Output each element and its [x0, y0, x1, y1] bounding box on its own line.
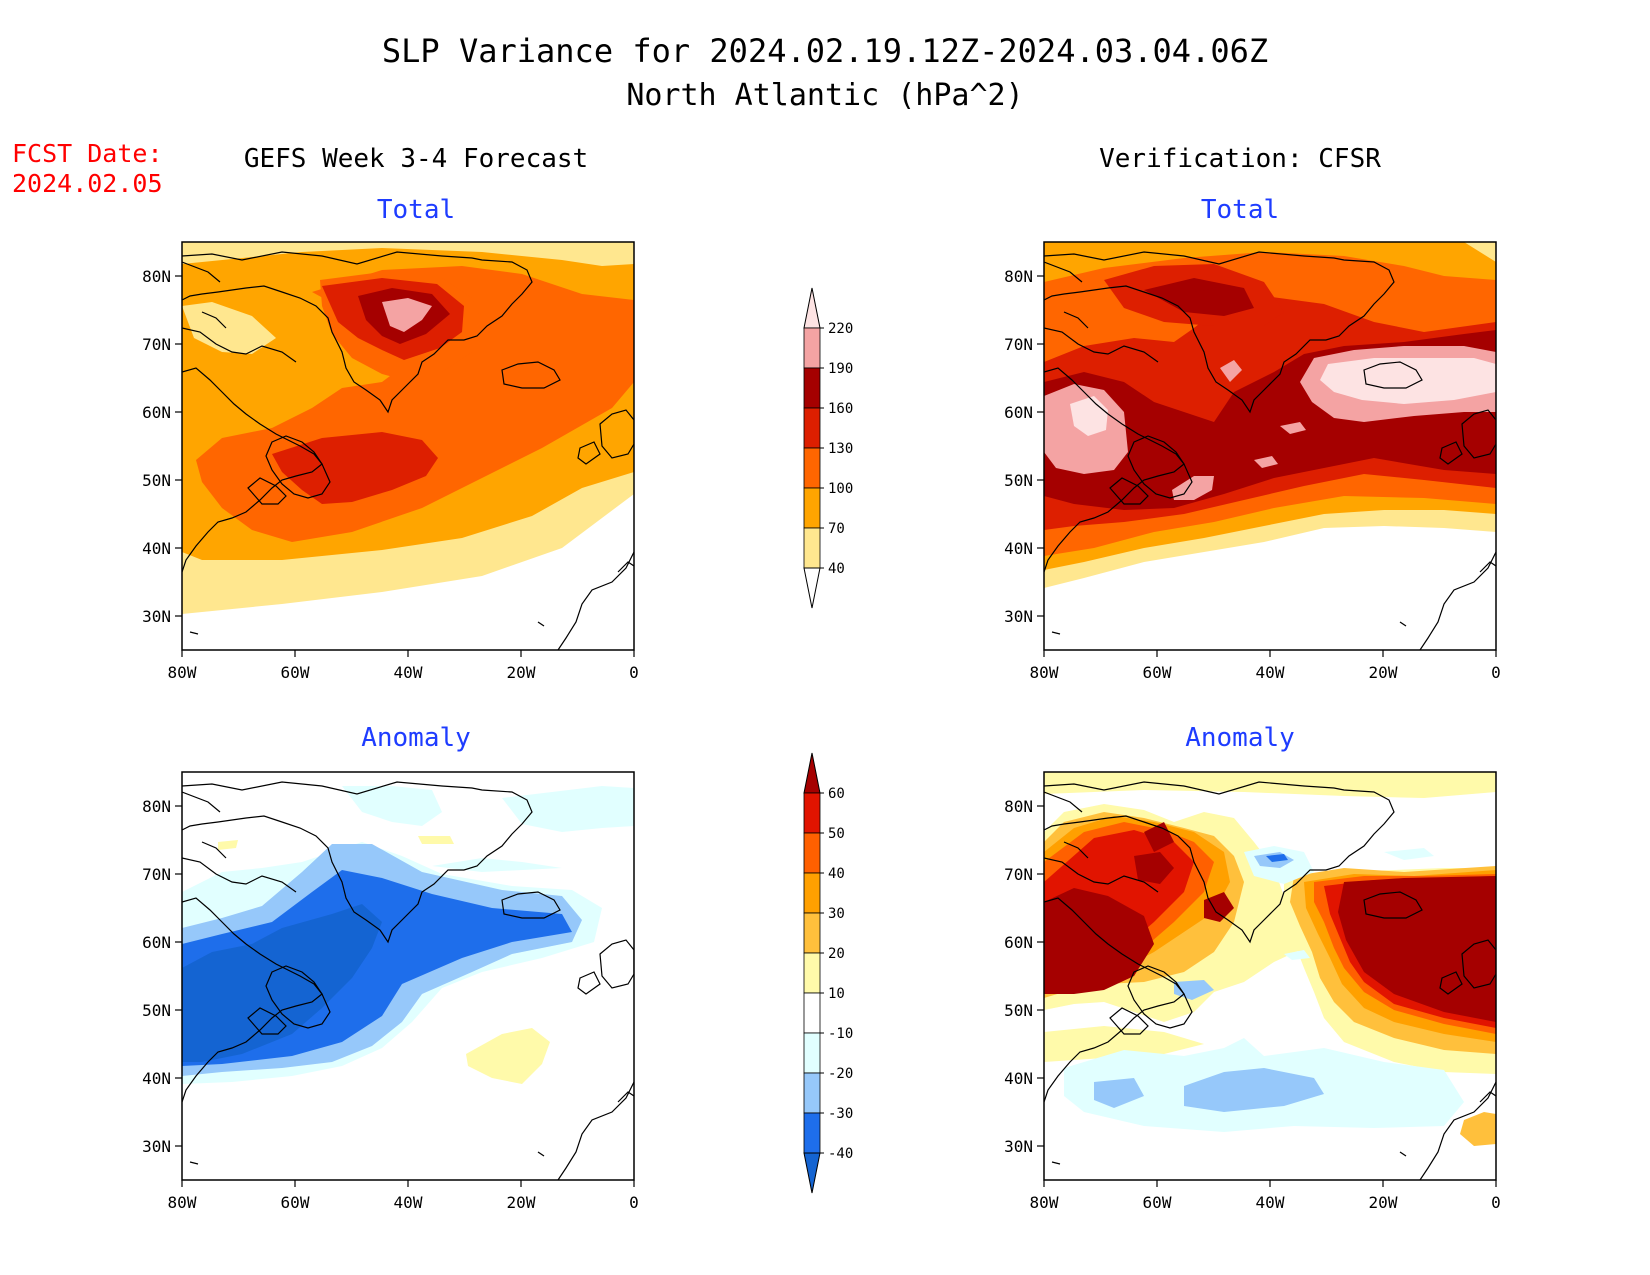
y-tick-label: 80N	[1004, 267, 1033, 286]
colorbar-anomaly-label: 50	[828, 826, 845, 842]
x-tick-label: 20W	[507, 1193, 536, 1212]
x-tick-label: 20W	[1369, 663, 1398, 682]
colorbar-anomaly-segment	[803, 1072, 821, 1114]
x-tick-label: 40W	[1256, 663, 1285, 682]
y-tick-label: 30N	[1004, 1137, 1033, 1156]
x-tick-label: 20W	[1369, 1193, 1398, 1212]
x-tick-label: 40W	[1256, 1193, 1285, 1212]
y-tick-label: 60N	[1004, 403, 1033, 422]
colorbar-anomaly-label: 10	[828, 986, 845, 1002]
colorbar-anomaly-label: 60	[828, 786, 845, 802]
colorbar-total-segment	[803, 327, 821, 369]
y-tick-label: 80N	[142, 267, 171, 286]
x-tick-label: 20W	[507, 663, 536, 682]
x-tick-label: 0	[629, 663, 639, 682]
colorbar-anomaly-label: -30	[828, 1106, 853, 1122]
left-column-title: GEFS Week 3-4 Forecast	[244, 144, 588, 174]
y-tick-label: 80N	[142, 797, 171, 816]
x-tick-label: 0	[1491, 663, 1501, 682]
x-tick-label: 80W	[1030, 663, 1059, 682]
colorbar-total-segment	[803, 527, 821, 569]
y-tick-label: 60N	[1004, 933, 1033, 952]
colorbar-total-label: 100	[828, 481, 853, 497]
colorbar-anomaly-segment	[803, 872, 821, 914]
colorbar-total-segment	[803, 367, 821, 409]
y-tick-label: 50N	[142, 471, 171, 490]
colorbar-total-bottom-extension	[803, 567, 821, 609]
colorbar-total-segment	[803, 447, 821, 489]
colorbar-anomaly-label: 30	[828, 906, 845, 922]
colorbar-anomaly-label: -20	[828, 1066, 853, 1082]
panel-title-cfsr-anomaly: Anomaly	[1185, 723, 1295, 753]
colorbar-total-label: 190	[828, 361, 853, 377]
y-tick-label: 30N	[142, 607, 171, 626]
colorbar-anomaly-segment	[803, 1032, 821, 1074]
colorbar-total-label: 130	[828, 441, 853, 457]
x-tick-label: 60W	[1143, 663, 1172, 682]
colorbar-total-top-extension	[803, 287, 821, 329]
y-tick-label: 70N	[142, 865, 171, 884]
x-tick-label: 80W	[168, 663, 197, 682]
colorbar-anomaly-segment	[803, 952, 821, 994]
fcst-date-value: 2024.02.05	[12, 169, 163, 198]
y-tick-label: 60N	[142, 933, 171, 952]
y-tick-label: 40N	[142, 539, 171, 558]
colorbar-anomaly-segment	[803, 912, 821, 954]
colorbar-total-label: 220	[828, 321, 853, 337]
colorbar-anomaly-label: -40	[828, 1146, 853, 1162]
x-tick-label: 60W	[281, 663, 310, 682]
panel-title-gefs-total: Total	[377, 195, 455, 225]
map-cfsr-anomaly	[1043, 771, 1497, 1181]
colorbar-anomaly-top-extension	[803, 752, 821, 794]
x-tick-label: 60W	[281, 1193, 310, 1212]
colorbar-anomaly-bottom-extension	[803, 1152, 821, 1194]
colorbar-anomaly-segment	[803, 792, 821, 834]
y-tick-label: 50N	[1004, 471, 1033, 490]
x-tick-label: 40W	[394, 663, 423, 682]
colorbar-layer: 40 70 100 130 160 190 220 -40 -30 -20 -10 10 20 30 40 5…	[803, 287, 853, 1194]
y-tick-label: 30N	[142, 1137, 171, 1156]
panel-title-gefs-anomaly: Anomaly	[361, 723, 471, 753]
panel-title-cfsr-total: Total	[1201, 195, 1279, 225]
colorbar-total-label: 70	[828, 521, 845, 537]
x-tick-label: 80W	[1030, 1193, 1059, 1212]
map-cfsr-total	[1043, 241, 1497, 651]
x-tick-label: 0	[1491, 1193, 1501, 1212]
y-tick-label: 60N	[142, 403, 171, 422]
y-tick-label: 70N	[142, 335, 171, 354]
y-tick-label: 70N	[1004, 865, 1033, 884]
colorbar-total-segment	[803, 407, 821, 449]
y-tick-label: 70N	[1004, 335, 1033, 354]
right-column-title: Verification: CFSR	[1099, 144, 1381, 174]
colorbar-anomaly-label: 20	[828, 946, 845, 962]
main-subtitle: North Atlantic (hPa^2)	[626, 78, 1023, 113]
y-tick-label: 40N	[1004, 539, 1033, 558]
x-tick-label: 40W	[394, 1193, 423, 1212]
y-tick-label: 30N	[1004, 607, 1033, 626]
map-gefs-anomaly	[181, 771, 635, 1181]
y-tick-label: 50N	[142, 1001, 171, 1020]
colorbar-total-label: 160	[828, 401, 853, 417]
y-tick-label: 40N	[142, 1069, 171, 1088]
fcst-date-label: FCST Date:	[12, 139, 163, 168]
y-tick-label: 80N	[1004, 797, 1033, 816]
y-tick-label: 50N	[1004, 1001, 1033, 1020]
colorbar-total-label: 40	[828, 561, 845, 577]
main-title: SLP Variance for 2024.02.19.12Z-2024.03.…	[382, 32, 1268, 70]
axes-layer: 80W 60W 40W 20W 0 80N 70N 60N 50N 40N 30N 80W 60W 40W…	[142, 267, 1501, 1212]
colorbar-anomaly-label: -10	[828, 1026, 853, 1042]
x-tick-label: 80W	[168, 1193, 197, 1212]
colorbar-anomaly-segment	[803, 992, 821, 1034]
colorbar-anomaly-segment	[803, 832, 821, 874]
map-gefs-total	[181, 241, 635, 651]
colorbar-anomaly-label: 40	[828, 866, 845, 882]
colorbar-total-segment	[803, 487, 821, 529]
y-tick-label: 40N	[1004, 1069, 1033, 1088]
colorbar-anomaly-segment	[803, 1112, 821, 1154]
x-tick-label: 0	[629, 1193, 639, 1212]
x-tick-label: 60W	[1143, 1193, 1172, 1212]
